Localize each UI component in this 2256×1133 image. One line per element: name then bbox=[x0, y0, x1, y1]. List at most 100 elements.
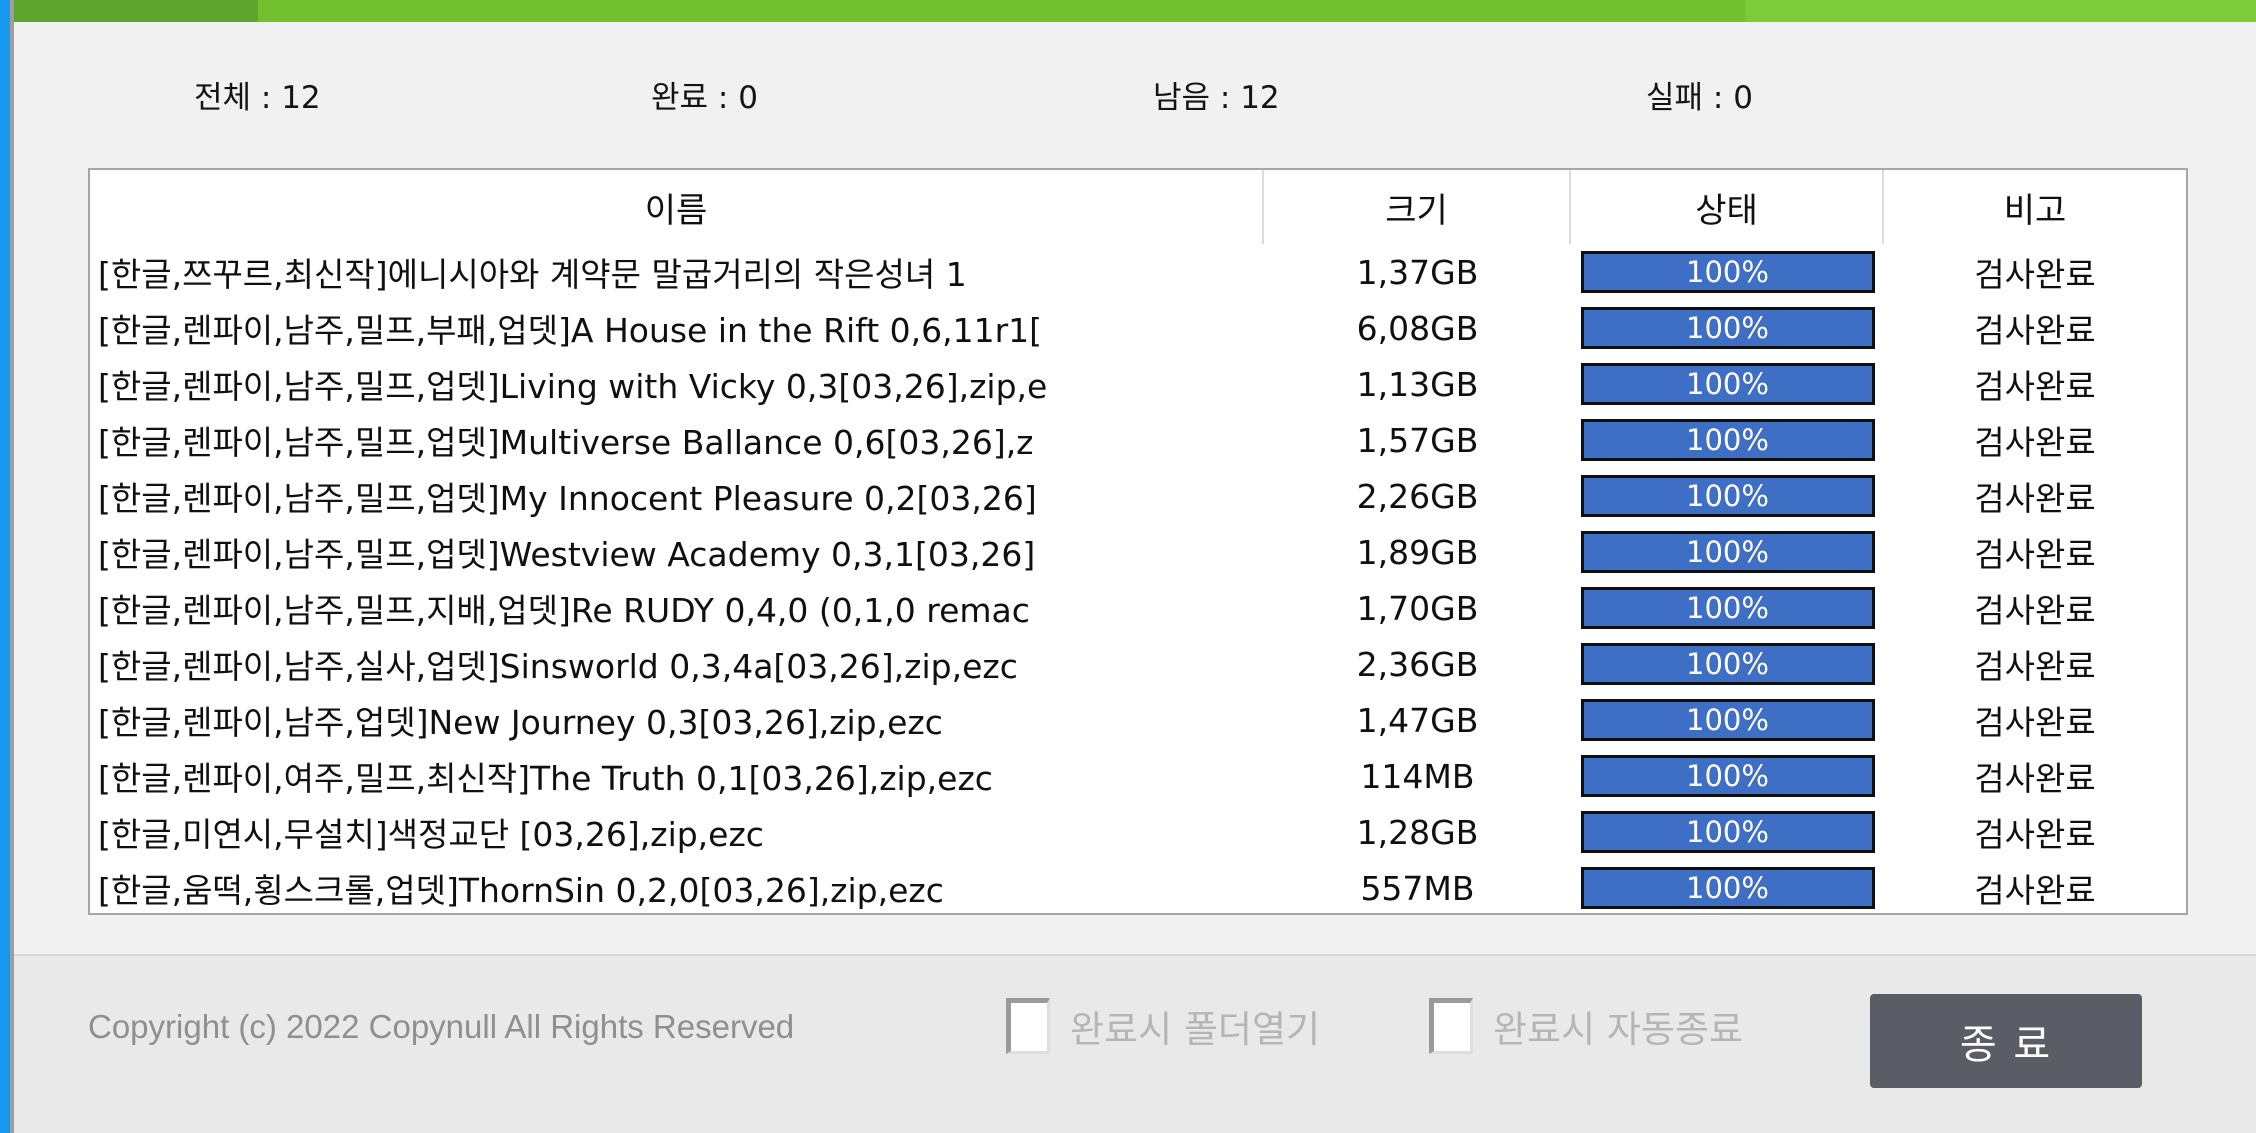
file-size-cell: 1,13GB bbox=[1356, 364, 1479, 404]
title-progress-bar bbox=[14, 0, 2256, 22]
file-remark-cell: 검사완료 bbox=[1974, 703, 2096, 742]
progress-bar-fill bbox=[1583, 422, 1872, 458]
table-row[interactable]: [한글,렌파이,남주,밀프,업뎃]Living with Vicky 0,3[0… bbox=[90, 356, 2186, 412]
progress-bar-fill bbox=[1583, 646, 1872, 682]
file-remark-cell: 검사완료 bbox=[1974, 479, 2096, 518]
open-folder-on-complete-option[interactable]: 완료시 폴더열기 bbox=[1006, 998, 1320, 1054]
exit-button[interactable]: 종 료 bbox=[1870, 994, 2142, 1088]
table-row[interactable]: [한글,렌파이,남주,밀프,부패,업뎃]A House in the Rift … bbox=[90, 300, 2186, 356]
table-row[interactable]: [한글,렌파이,여주,밀프,최신작]The Truth 0,1[03,26],z… bbox=[90, 748, 2186, 804]
table-row[interactable]: [한글,움떡,횡스크롤,업뎃]ThornSin 0,2,0[03,26],zip… bbox=[90, 860, 2186, 913]
left-edge-blue-stripe bbox=[0, 0, 10, 1133]
table-row[interactable]: [한글,미연시,무설치]색정교단 [03,26],zip,ezc 1,28GB 10… bbox=[90, 804, 2186, 860]
file-list-header: 이름 크기 상태 비고 bbox=[90, 170, 2186, 244]
file-status-cell: 100% bbox=[1571, 531, 1884, 573]
file-size-cell: 1,57GB bbox=[1356, 420, 1479, 460]
file-size-cell: 6,08GB bbox=[1356, 308, 1479, 348]
file-size-cell: 1,89GB bbox=[1356, 532, 1479, 572]
progress-bar: 100% bbox=[1580, 699, 1875, 741]
stat-total: 전체 : 12 bbox=[194, 80, 321, 116]
column-header-remark[interactable]: 비고 bbox=[1884, 170, 2186, 244]
open-folder-checkbox-label[interactable]: 완료시 폴더열기 bbox=[1070, 1008, 1321, 1051]
table-row[interactable]: [한글,렌파이,남주,업뎃]New Journey 0,3[03,26],zip… bbox=[90, 692, 2186, 748]
file-remark-cell: 검사완료 bbox=[1974, 759, 2096, 798]
footer-bar: Copyright (c) 2022 Copynull All Rights R… bbox=[14, 954, 2256, 1133]
progress-percent-text: 100% bbox=[1686, 423, 1769, 457]
title-progress-segment-light bbox=[1745, 0, 2256, 22]
file-status-cell: 100% bbox=[1571, 307, 1884, 349]
file-remark-cell: 검사완료 bbox=[1974, 367, 2096, 406]
progress-bar: 100% bbox=[1580, 251, 1875, 293]
file-size-cell: 2,36GB bbox=[1356, 644, 1479, 684]
file-remark-cell: 검사완료 bbox=[1974, 535, 2096, 574]
file-name-cell: [한글,렌파이,남주,밀프,업뎃]Living with Vicky 0,3[0… bbox=[98, 367, 1048, 406]
progress-bar-fill bbox=[1583, 534, 1872, 570]
file-size-cell: 1,37GB bbox=[1356, 252, 1479, 292]
progress-bar: 100% bbox=[1580, 587, 1875, 629]
file-name-cell: [한글,렌파이,남주,밀프,업뎃]Westview Academy 0,3,1[… bbox=[98, 535, 1036, 574]
file-status-cell: 100% bbox=[1571, 587, 1884, 629]
title-progress-segment-dark bbox=[14, 0, 258, 22]
column-header-status[interactable]: 상태 bbox=[1571, 170, 1884, 244]
file-remark-cell: 검사완료 bbox=[1974, 815, 2096, 854]
table-row[interactable]: [한글,렌파이,남주,밀프,업뎃]Multiverse Ballance 0,6… bbox=[90, 412, 2186, 468]
file-name-cell: [한글,렌파이,남주,밀프,업뎃]Multiverse Ballance 0,6… bbox=[98, 423, 1034, 462]
file-name-cell: [한글,렌파이,남주,밀프,지배,업뎃]Re RUDY 0,4,0 (0,1,0… bbox=[98, 591, 1030, 630]
progress-bar: 100% bbox=[1580, 755, 1875, 797]
progress-percent-text: 100% bbox=[1686, 815, 1769, 849]
auto-exit-checkbox[interactable] bbox=[1429, 998, 1473, 1054]
file-name-cell: [한글,움떡,횡스크롤,업뎃]ThornSin 0,2,0[03,26],zip… bbox=[98, 871, 944, 910]
file-status-cell: 100% bbox=[1571, 755, 1884, 797]
table-row[interactable]: [한글,렌파이,남주,밀프,업뎃]Westview Academy 0,3,1[… bbox=[90, 524, 2186, 580]
file-size-cell: 2,26GB bbox=[1356, 476, 1479, 516]
progress-percent-text: 100% bbox=[1686, 871, 1769, 905]
stat-remaining: 남음 : 12 bbox=[1153, 80, 1280, 116]
progress-bar-fill bbox=[1583, 310, 1872, 346]
table-row[interactable]: [한글,렌파이,남주,밀프,지배,업뎃]Re RUDY 0,4,0 (0,1,0… bbox=[90, 580, 2186, 636]
auto-exit-on-complete-option[interactable]: 완료시 자동종료 bbox=[1429, 998, 1743, 1054]
copyright-text: Copyright (c) 2022 Copynull All Rights R… bbox=[88, 1008, 795, 1045]
file-size-cell: 114MB bbox=[1360, 756, 1475, 796]
table-row[interactable]: [한글,렌파이,남주,실사,업뎃]Sinsworld 0,3,4a[03,26]… bbox=[90, 636, 2186, 692]
auto-exit-checkbox-label[interactable]: 완료시 자동종료 bbox=[1493, 1008, 1744, 1051]
file-name-cell: [한글,렌파이,남주,실사,업뎃]Sinsworld 0,3,4a[03,26]… bbox=[98, 647, 1018, 686]
table-row[interactable]: [한글,쯔꾸르,최신작]에니시아와 계약문 말굽거리의 작은성녀 1 1,37GB… bbox=[90, 244, 2186, 300]
file-status-cell: 100% bbox=[1571, 811, 1884, 853]
file-size-cell: 1,28GB bbox=[1356, 812, 1479, 852]
file-size-cell: 1,70GB bbox=[1356, 588, 1479, 628]
file-list-table: 이름 크기 상태 비고 [한글,쯔꾸르,최신작]에니시아와 계약문 말굽거리의 … bbox=[88, 168, 2188, 915]
file-name-cell: [한글,쯔꾸르,최신작]에니시아와 계약문 말굽거리의 작은성녀 1 bbox=[98, 255, 967, 294]
file-remark-cell: 검사완료 bbox=[1974, 871, 2096, 910]
progress-bar: 100% bbox=[1580, 531, 1875, 573]
stat-failed: 실패 : 0 bbox=[1646, 80, 1753, 116]
progress-percent-text: 100% bbox=[1686, 535, 1769, 569]
progress-percent-text: 100% bbox=[1686, 255, 1769, 289]
file-name-cell: [한글,렌파이,여주,밀프,최신작]The Truth 0,1[03,26],z… bbox=[98, 759, 993, 798]
column-header-size[interactable]: 크기 bbox=[1264, 170, 1571, 244]
file-size-cell: 557MB bbox=[1360, 868, 1475, 908]
title-progress-segment-mid bbox=[258, 0, 1745, 22]
column-header-name[interactable]: 이름 bbox=[90, 170, 1264, 244]
file-remark-cell: 검사완료 bbox=[1974, 311, 2096, 350]
progress-bar: 100% bbox=[1580, 419, 1875, 461]
progress-bar: 100% bbox=[1580, 867, 1875, 909]
progress-bar-fill bbox=[1583, 366, 1872, 402]
progress-bar-fill bbox=[1583, 758, 1872, 794]
file-remark-cell: 검사완료 bbox=[1974, 423, 2096, 462]
file-status-cell: 100% bbox=[1571, 475, 1884, 517]
open-folder-checkbox[interactable] bbox=[1006, 998, 1050, 1054]
file-status-cell: 100% bbox=[1571, 699, 1884, 741]
progress-bar: 100% bbox=[1580, 307, 1875, 349]
progress-percent-text: 100% bbox=[1686, 479, 1769, 513]
stat-completed: 완료 : 0 bbox=[651, 80, 758, 116]
progress-bar-fill bbox=[1583, 254, 1872, 290]
table-row[interactable]: [한글,렌파이,남주,밀프,업뎃]My Innocent Pleasure 0,… bbox=[90, 468, 2186, 524]
progress-bar-fill bbox=[1583, 702, 1872, 738]
file-name-cell: [한글,렌파이,남주,밀프,부패,업뎃]A House in the Rift … bbox=[98, 311, 1043, 350]
file-status-cell: 100% bbox=[1571, 643, 1884, 685]
progress-bar: 100% bbox=[1580, 811, 1875, 853]
progress-bar: 100% bbox=[1580, 363, 1875, 405]
progress-bar-fill bbox=[1583, 870, 1872, 906]
progress-percent-text: 100% bbox=[1686, 647, 1769, 681]
file-status-cell: 100% bbox=[1571, 363, 1884, 405]
